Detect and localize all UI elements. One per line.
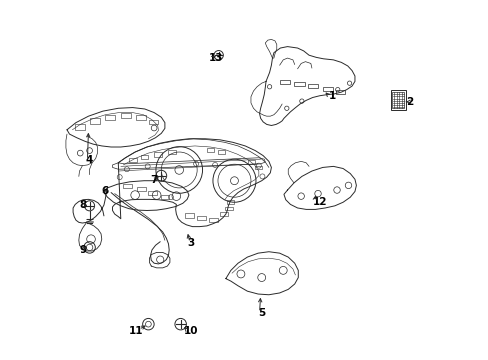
Bar [154, 152, 162, 157]
Text: 9: 9 [80, 245, 86, 255]
Text: 3: 3 [187, 238, 194, 248]
Bar [293, 82, 304, 86]
Bar [122, 184, 131, 188]
Bar [105, 115, 115, 120]
Bar [136, 115, 145, 120]
Bar [168, 150, 176, 154]
Text: 5: 5 [258, 308, 265, 318]
Bar [220, 212, 227, 216]
Bar [224, 207, 232, 211]
Bar [247, 160, 254, 164]
Bar [279, 80, 290, 84]
Text: 10: 10 [183, 325, 198, 336]
Bar [255, 166, 261, 169]
Bar [206, 148, 214, 152]
Text: 12: 12 [312, 197, 326, 207]
Bar [322, 87, 332, 91]
Text: 11: 11 [129, 325, 143, 336]
Text: 13: 13 [208, 53, 223, 63]
Bar [129, 158, 137, 162]
Text: 4: 4 [86, 155, 93, 165]
Text: 2: 2 [405, 97, 412, 107]
Bar [308, 84, 318, 88]
Bar [75, 124, 85, 130]
Bar [185, 213, 194, 218]
Bar [197, 216, 206, 220]
Bar [226, 201, 234, 204]
Text: 8: 8 [80, 200, 86, 210]
Bar [335, 90, 344, 94]
Bar [149, 120, 158, 125]
Bar [391, 92, 404, 108]
Bar [140, 155, 148, 159]
Text: 7: 7 [150, 175, 158, 185]
Bar [137, 187, 145, 192]
Bar [208, 218, 217, 222]
Bar [390, 90, 405, 110]
Bar [89, 118, 100, 124]
Text: 1: 1 [328, 91, 335, 101]
Bar [217, 150, 224, 154]
Text: 6: 6 [101, 186, 108, 196]
Bar [161, 195, 169, 199]
Bar [121, 113, 131, 118]
Bar [148, 191, 157, 195]
